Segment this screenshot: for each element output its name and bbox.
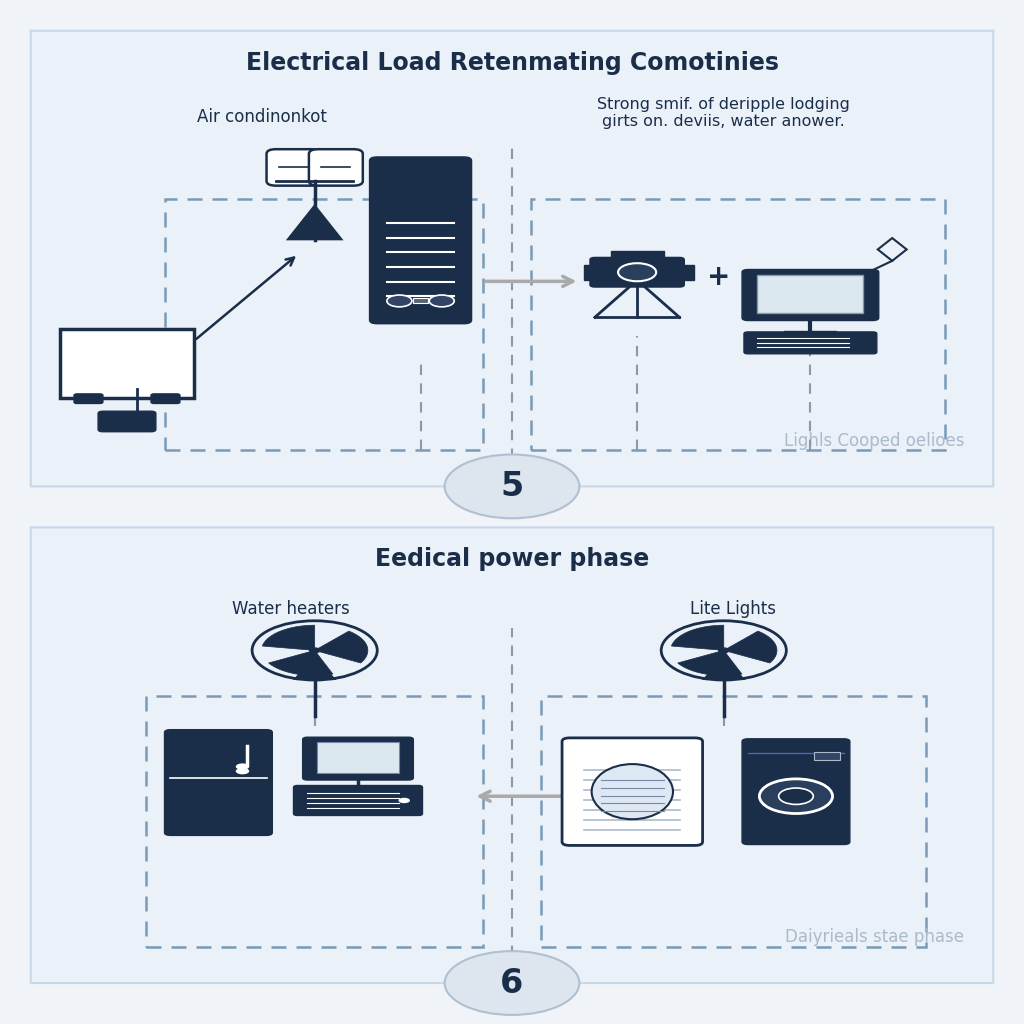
Circle shape	[444, 455, 580, 518]
Text: Eedical power phase: Eedical power phase	[375, 547, 649, 571]
Text: Daiyrieals stae phase: Daiyrieals stae phase	[785, 929, 965, 946]
Circle shape	[760, 779, 833, 813]
Polygon shape	[701, 656, 745, 680]
Text: 6: 6	[501, 967, 523, 999]
Polygon shape	[286, 204, 343, 241]
FancyBboxPatch shape	[165, 730, 272, 836]
Circle shape	[236, 764, 249, 770]
FancyBboxPatch shape	[31, 31, 993, 486]
Polygon shape	[262, 626, 314, 650]
Polygon shape	[724, 631, 777, 663]
FancyBboxPatch shape	[610, 251, 664, 260]
FancyBboxPatch shape	[152, 394, 180, 403]
FancyBboxPatch shape	[742, 269, 879, 321]
Circle shape	[444, 951, 580, 1015]
Text: +: +	[708, 263, 731, 291]
Text: Air condinonkot: Air condinonkot	[197, 109, 327, 126]
FancyBboxPatch shape	[758, 274, 863, 313]
FancyBboxPatch shape	[680, 265, 694, 280]
Ellipse shape	[592, 764, 673, 819]
Circle shape	[387, 295, 412, 307]
Circle shape	[719, 648, 729, 652]
Circle shape	[236, 768, 249, 774]
Text: 5: 5	[501, 470, 523, 503]
Text: Strong smif. of deripple lodging
girts on. deviis, water anower.: Strong smif. of deripple lodging girts o…	[597, 96, 850, 129]
Circle shape	[618, 263, 656, 282]
Polygon shape	[314, 631, 368, 663]
Text: Water heaters: Water heaters	[231, 600, 349, 618]
Text: Lighls Cooped oelioes: Lighls Cooped oelioes	[784, 432, 965, 450]
FancyBboxPatch shape	[31, 527, 993, 983]
FancyBboxPatch shape	[742, 738, 850, 845]
Polygon shape	[672, 626, 724, 650]
FancyBboxPatch shape	[413, 298, 428, 303]
FancyBboxPatch shape	[59, 329, 195, 397]
FancyBboxPatch shape	[744, 332, 877, 354]
Text: Electrical Load Retenmating Comotinies: Electrical Load Retenmating Comotinies	[246, 50, 778, 75]
Text: Lite Lights: Lite Lights	[690, 600, 776, 618]
FancyBboxPatch shape	[309, 150, 362, 185]
FancyBboxPatch shape	[370, 157, 472, 324]
Polygon shape	[268, 650, 333, 676]
FancyBboxPatch shape	[303, 737, 414, 780]
FancyBboxPatch shape	[74, 394, 102, 403]
Circle shape	[398, 798, 410, 803]
FancyBboxPatch shape	[590, 257, 684, 287]
Circle shape	[778, 788, 813, 805]
Circle shape	[309, 648, 319, 652]
FancyBboxPatch shape	[266, 150, 321, 185]
Polygon shape	[293, 656, 337, 680]
FancyBboxPatch shape	[584, 265, 599, 280]
Polygon shape	[678, 650, 742, 676]
FancyBboxPatch shape	[317, 741, 399, 773]
FancyBboxPatch shape	[562, 738, 702, 846]
FancyBboxPatch shape	[294, 785, 423, 815]
FancyBboxPatch shape	[784, 331, 837, 337]
FancyBboxPatch shape	[814, 753, 841, 760]
FancyBboxPatch shape	[98, 412, 156, 432]
Circle shape	[429, 295, 455, 307]
